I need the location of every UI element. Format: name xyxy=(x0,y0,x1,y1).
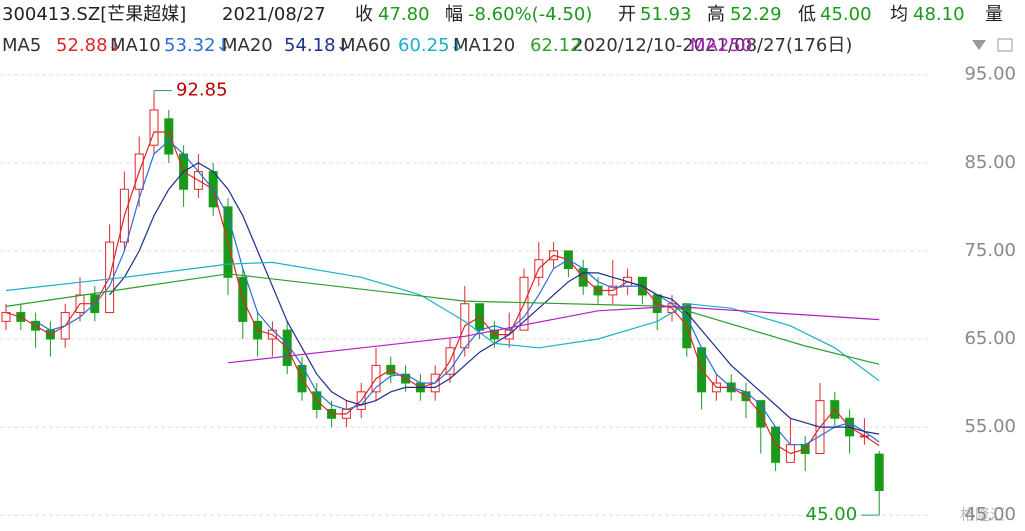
y-tick-label: 75.00 xyxy=(964,240,1016,261)
date-range[interactable]: 2020/12/10-2021/08/27(176日) xyxy=(572,35,852,56)
field-label: 开 xyxy=(618,4,636,25)
legend-name: MA60 xyxy=(340,35,391,56)
y-tick-label: 85.00 xyxy=(964,152,1016,173)
field-value: 48.10 xyxy=(913,4,965,25)
field-label: 均 xyxy=(890,4,908,25)
candle-body xyxy=(874,453,884,491)
y-tick-label: 95.00 xyxy=(964,64,1016,85)
field-value: 52.29 xyxy=(730,4,782,25)
volume-label: 量 xyxy=(985,4,1003,25)
ma-line xyxy=(109,162,880,435)
candle-body xyxy=(164,118,174,155)
watermark: 格隆汇 xyxy=(960,506,1005,524)
candle-body xyxy=(1,312,11,322)
field-label: 收 xyxy=(355,4,373,25)
field-value: -8.60%(-4.50) xyxy=(468,4,592,25)
candle-body xyxy=(149,109,159,146)
stock-code: 300413.SZ[芒果超媒] xyxy=(2,4,186,25)
legend-name: MA5 xyxy=(2,35,41,56)
legend-value: 60.25↓ xyxy=(398,35,465,56)
legend-name: MA20 xyxy=(222,35,273,56)
ma-line xyxy=(227,305,880,364)
field-label: 幅 xyxy=(445,4,463,25)
dropdown-icon[interactable] xyxy=(972,40,986,50)
annotation-label: 45.00 xyxy=(806,504,858,525)
field-value: 51.93 xyxy=(640,4,692,25)
y-tick-label: 55.00 xyxy=(964,416,1016,437)
legend-name: MA120 xyxy=(453,35,515,56)
legend-value: 54.18↓ xyxy=(284,35,351,56)
ma-line xyxy=(35,139,880,446)
date: 2021/08/27 xyxy=(222,4,326,25)
header: 300413.SZ[芒果超媒] 2021/08/27 量 2020/12/10-… xyxy=(2,4,1013,524)
y-tick-label: 65.00 xyxy=(964,328,1016,349)
annotation-label: 92.85 xyxy=(176,80,228,101)
y-tick-label: 45.00 xyxy=(964,504,1016,525)
ma-line xyxy=(5,261,880,382)
lock-icon[interactable] xyxy=(997,38,1013,52)
legend-value: 53.32↓ xyxy=(164,35,231,56)
field-label: 高 xyxy=(707,4,725,25)
legend-name: MA250 xyxy=(690,35,752,56)
field-value: 47.80 xyxy=(378,4,430,25)
ma-line xyxy=(5,273,880,365)
legend-value: 62.12 xyxy=(530,35,582,56)
annotation-arrow xyxy=(153,90,172,94)
field-label: 低 xyxy=(798,4,816,25)
legend-name: MA10 xyxy=(110,35,161,56)
legend-value: 52.88↓ xyxy=(56,35,123,56)
field-value: 45.00 xyxy=(820,4,872,25)
ma-line xyxy=(5,131,880,455)
